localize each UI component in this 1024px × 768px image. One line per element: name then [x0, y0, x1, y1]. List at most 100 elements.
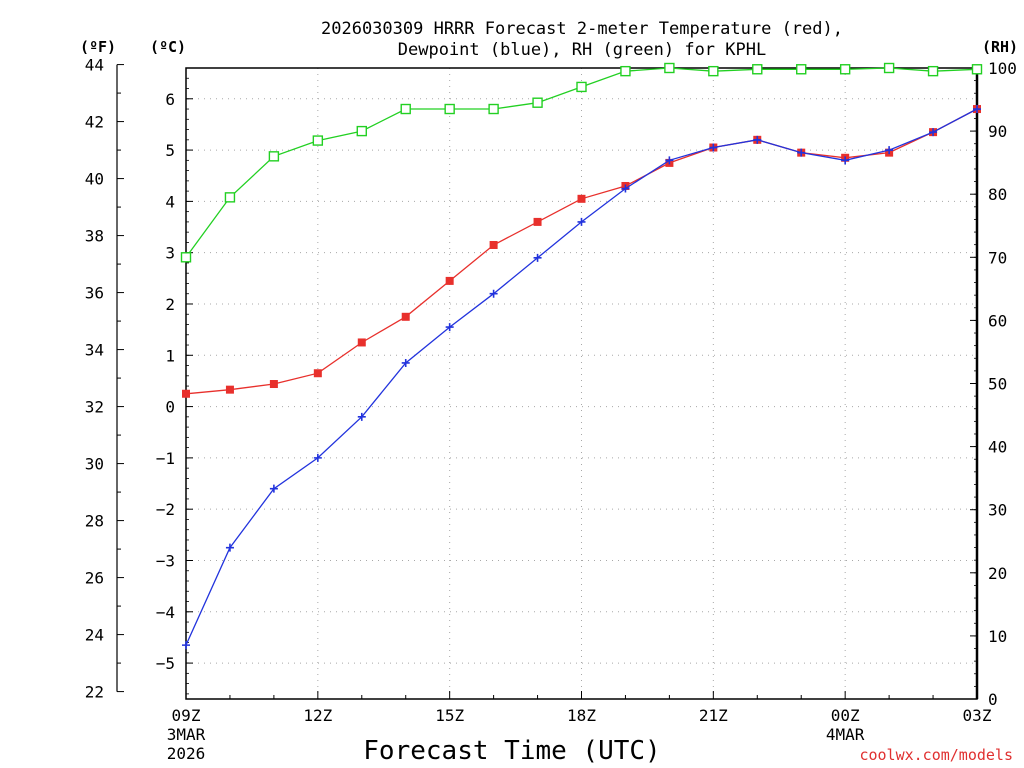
- celsius-tick-label: −5: [156, 654, 175, 673]
- dewpoint-point: [401, 358, 410, 367]
- rh-point: [576, 81, 587, 93]
- rh-point: [883, 62, 895, 74]
- fahrenheit-tick-label: 26: [85, 569, 104, 588]
- celsius-tick-label: 2: [165, 295, 175, 314]
- celsius-tick-label: −3: [156, 551, 175, 570]
- rh-tick-label: 70: [988, 248, 1007, 267]
- dewpoint-point: [709, 143, 718, 152]
- fahrenheit-tick-label: 22: [85, 683, 104, 702]
- temperature-point: [269, 380, 278, 389]
- x-tick-label: 18Z: [567, 706, 596, 725]
- rh-point: [488, 103, 499, 115]
- temperature-point: [489, 240, 498, 249]
- x-tick-label: 12Z: [303, 706, 332, 725]
- fahrenheit-tick-label: 28: [85, 512, 104, 531]
- series-layer: [180, 62, 983, 650]
- dewpoint-point: [269, 484, 278, 493]
- rh-point: [268, 151, 280, 162]
- celsius-tick-label: −4: [156, 603, 175, 622]
- rh-tick-label: 90: [988, 122, 1007, 141]
- dewpoint-point: [445, 323, 454, 332]
- dewpoint-point: [577, 217, 586, 226]
- dewpoint-point: [797, 148, 806, 157]
- axes-layer: 222426283032343638404244−5−4−3−2−1012345…: [85, 56, 1017, 763]
- rh-tick-label: 30: [988, 501, 1007, 520]
- rh-point: [839, 64, 851, 75]
- rh-tick-label: 20: [988, 564, 1007, 583]
- fahrenheit-tick-label: 44: [85, 56, 104, 75]
- fahrenheit-tick-label: 34: [85, 341, 104, 360]
- celsius-tick-label: −2: [156, 500, 175, 519]
- rh-point: [752, 64, 763, 75]
- x-year-label: 2026: [167, 744, 206, 763]
- rh-point: [444, 103, 455, 115]
- rh-point: [664, 62, 675, 74]
- dewpoint-point: [182, 641, 190, 650]
- fahrenheit-tick-label: 38: [85, 227, 104, 246]
- x-tick-label: 15Z: [435, 706, 464, 725]
- celsius-unit-label: (ºC): [150, 38, 186, 56]
- x-tick-label: 00Z: [831, 706, 860, 725]
- celsius-tick-label: 3: [165, 244, 175, 263]
- rh-tick-label: 50: [988, 375, 1007, 394]
- rh-point: [620, 65, 631, 77]
- x-tick-label: 21Z: [699, 706, 728, 725]
- celsius-tick-label: 5: [165, 141, 175, 160]
- fahrenheit-tick-label: 30: [85, 455, 104, 474]
- credit-text: coolwx.com/models: [859, 746, 1013, 764]
- dewpoint-point: [885, 146, 894, 155]
- dewpoint-point: [929, 128, 938, 137]
- rh-point: [971, 64, 983, 75]
- x-date-label: 3MAR: [167, 725, 206, 744]
- rh-tick-label: 80: [988, 185, 1007, 204]
- rh-point: [796, 64, 807, 75]
- celsius-tick-label: 4: [165, 192, 175, 211]
- temperature-point: [445, 276, 454, 285]
- rh-point: [532, 97, 543, 108]
- temperature-point: [182, 389, 190, 398]
- x-tick-label: 03Z: [963, 706, 992, 725]
- fahrenheit-tick-label: 24: [85, 626, 104, 645]
- fahrenheit-tick-label: 40: [85, 170, 104, 189]
- temperature-point: [533, 217, 542, 226]
- rh-unit-label: (RH): [982, 38, 1018, 56]
- celsius-tick-label: 1: [165, 346, 175, 365]
- dewpoint-point: [225, 543, 234, 552]
- rh-point: [224, 192, 236, 203]
- rh-tick-label: 40: [988, 438, 1007, 457]
- dewpoint-point: [621, 184, 630, 193]
- chart-title-line-2: Dewpoint (blue), RH (green) for KPHL: [398, 40, 766, 60]
- celsius-tick-label: −1: [156, 449, 175, 468]
- fahrenheit-tick-label: 32: [85, 398, 104, 417]
- rh-tick-label: 60: [988, 311, 1007, 330]
- dewpoint-point: [665, 156, 674, 165]
- x-tick-label: 09Z: [172, 706, 201, 725]
- rh-point: [708, 65, 719, 77]
- dewpoint-point: [841, 156, 850, 165]
- dewpoint-point: [357, 412, 366, 421]
- rh-tick-label: 0: [988, 690, 998, 709]
- chart-title-line-1: 2026030309 HRRR Forecast 2-meter Tempera…: [321, 19, 843, 39]
- dewpoint-point: [973, 105, 981, 114]
- dewpoint-point: [533, 253, 542, 262]
- celsius-tick-label: 0: [165, 398, 175, 417]
- x-axis-label: Forecast Time (UTC): [363, 736, 660, 766]
- temperature-point: [225, 385, 234, 394]
- fahrenheit-unit-label: (ºF): [80, 38, 116, 56]
- rh-point: [180, 252, 192, 263]
- rh-point: [400, 103, 411, 115]
- temperature-point: [577, 194, 586, 203]
- temperature-point: [357, 338, 366, 347]
- celsius-tick-label: 6: [165, 90, 175, 109]
- dewpoint-point: [313, 453, 322, 462]
- rh-point: [927, 65, 939, 77]
- rh-point: [356, 125, 367, 137]
- rh-tick-label: 100: [988, 59, 1017, 78]
- rh-point: [312, 135, 324, 146]
- temperature-point: [401, 312, 410, 321]
- rh-tick-label: 10: [988, 627, 1007, 646]
- fahrenheit-tick-label: 42: [85, 113, 104, 132]
- temperature-point: [313, 369, 322, 378]
